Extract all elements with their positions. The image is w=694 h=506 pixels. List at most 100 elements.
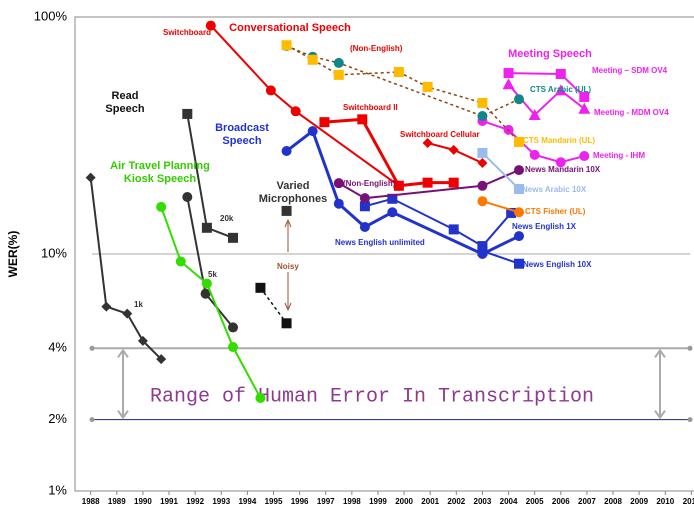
point (359, 221, 370, 232)
point (182, 191, 193, 202)
annotation: Read Speech (105, 90, 145, 115)
point (393, 67, 404, 78)
grid-end (687, 417, 693, 423)
x-tick-label: 1993 (212, 497, 230, 506)
point (393, 180, 404, 191)
point (228, 322, 239, 333)
series-label: News English 1X (512, 222, 577, 231)
x-tick-label: 2001 (421, 497, 439, 506)
grid-end (687, 345, 693, 351)
series-label: Switchboard (163, 28, 212, 37)
point (255, 392, 266, 403)
point (281, 318, 292, 329)
point (514, 136, 525, 147)
point (387, 193, 398, 204)
point (448, 177, 459, 188)
point (514, 184, 525, 195)
x-tick-label: 2000 (395, 497, 413, 506)
series-label: Varied Microphones (258, 180, 328, 205)
x-tick-label: 2002 (447, 497, 465, 506)
point (514, 207, 525, 218)
arrow-head (654, 410, 666, 420)
point (528, 108, 541, 120)
point (502, 78, 515, 90)
noisy-arrow (284, 218, 292, 312)
range-text: Range of Human Error In Transcription (150, 385, 594, 408)
point (359, 193, 370, 204)
grid-end (89, 417, 95, 423)
point (307, 126, 318, 137)
point (156, 201, 167, 212)
point (101, 301, 112, 312)
series-label: News Arabic 10X (522, 185, 587, 194)
series-line (338, 169, 520, 200)
point (579, 151, 590, 162)
series-label: News English unlimited (335, 238, 425, 247)
series-label: CTS Mandarin (UL) (523, 136, 595, 145)
point (422, 177, 433, 188)
x-tick-label: 2008 (604, 497, 622, 506)
series-label: News Mandarin 10X (525, 165, 601, 174)
point (514, 231, 525, 242)
point (477, 158, 488, 169)
x-tick-label: 2010 (656, 497, 674, 506)
x-tick-label: 1994 (238, 497, 256, 506)
point (554, 84, 567, 96)
point (182, 108, 193, 119)
x-tick-label: 1995 (265, 497, 283, 506)
annotation: (Non-English) (343, 179, 396, 188)
series-label: Noisy (277, 262, 299, 271)
point (477, 180, 488, 191)
point (175, 256, 186, 267)
series-label: Meeting – SDM OV4 (592, 66, 668, 75)
point (290, 106, 301, 117)
point (357, 114, 368, 125)
point (503, 68, 514, 79)
x-tick-label: 1998 (343, 497, 361, 506)
point (333, 198, 344, 209)
point (555, 68, 566, 79)
point (422, 81, 433, 92)
point (255, 282, 266, 293)
point (281, 205, 292, 216)
series-label: Meeting - IHM (593, 151, 645, 160)
series-label: 1k (134, 300, 143, 309)
x-tick-label: 2011 (683, 497, 694, 506)
point (333, 57, 344, 68)
series-label: Switchboard II (343, 103, 398, 112)
series-label: Switchboard Cellular (400, 130, 480, 139)
y-axis-label: WER(%) (6, 231, 20, 278)
series-line (286, 44, 520, 143)
y-tick-label: 2% (48, 411, 67, 426)
y-tick-label: 1% (48, 482, 67, 497)
point (319, 117, 330, 128)
y-tick-label: 100% (34, 8, 68, 23)
x-tick-label: 2006 (552, 497, 570, 506)
arrow-head (654, 348, 666, 358)
series-line (210, 24, 400, 187)
point (156, 354, 167, 365)
point (506, 207, 517, 218)
x-tick-label: 1991 (160, 497, 178, 506)
point (529, 149, 540, 160)
point (137, 335, 148, 346)
series-label: CTS Arabic (UL) (530, 85, 592, 94)
x-tick-label: 1990 (134, 497, 152, 506)
series-line (481, 152, 520, 190)
arrow-head (117, 410, 129, 420)
series-line (259, 287, 288, 324)
annotation: Meeting Speech (508, 48, 592, 60)
point (265, 85, 276, 96)
annotation: Conversational Speech (229, 22, 351, 34)
x-tick-label: 1992 (186, 497, 204, 506)
series-line (482, 200, 520, 214)
x-tick-label: 1989 (108, 497, 126, 506)
point (422, 138, 433, 149)
x-tick-label: 2003 (474, 497, 492, 506)
point (359, 201, 370, 212)
series-line (482, 250, 520, 265)
arrow-head (117, 348, 129, 358)
x-tick-label: 1997 (317, 497, 335, 506)
